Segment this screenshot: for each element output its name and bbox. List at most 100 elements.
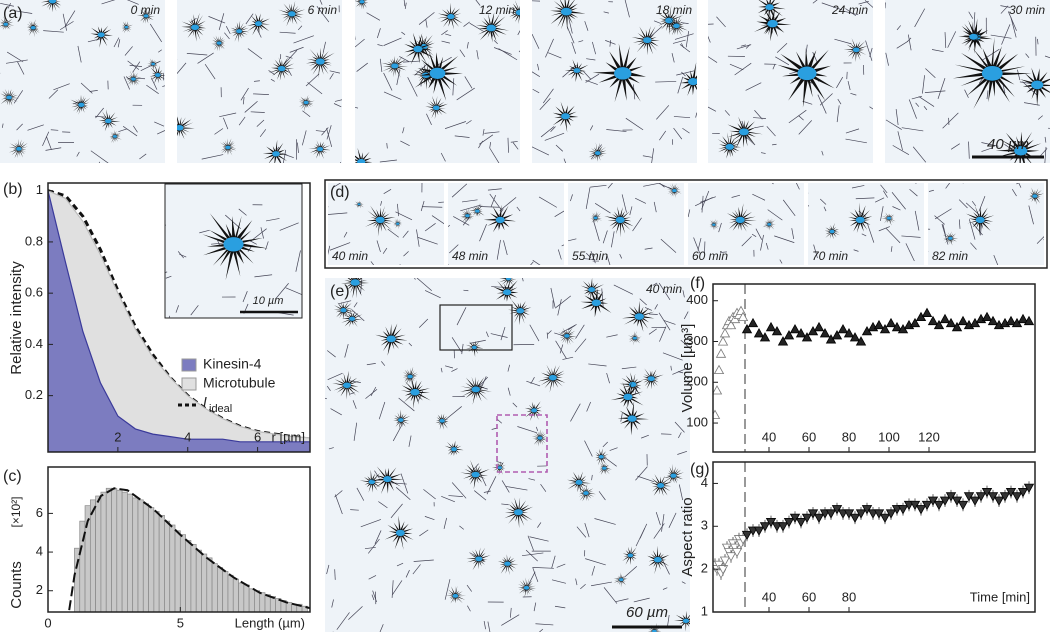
filament	[529, 324, 540, 342]
filament	[1007, 11, 1017, 31]
filament	[355, 106, 359, 109]
filament	[813, 244, 818, 259]
bar	[137, 499, 144, 612]
filament	[535, 623, 554, 626]
filament	[968, 141, 970, 159]
filament	[574, 338, 587, 353]
filament	[585, 558, 606, 566]
filament	[124, 46, 133, 56]
filament	[1028, 205, 1034, 225]
aster-core	[386, 335, 396, 343]
time-label: 6 min	[308, 3, 338, 17]
filament	[551, 579, 567, 584]
filament	[532, 88, 540, 94]
panel-label: (e)	[330, 283, 350, 300]
filament	[944, 32, 947, 48]
filament	[295, 250, 301, 272]
filament	[431, 215, 444, 225]
x-tick-label: 40	[762, 589, 776, 604]
filament	[575, 578, 578, 586]
filament	[330, 408, 342, 416]
plot-area	[713, 284, 1035, 452]
filament	[177, 59, 178, 60]
filament	[14, 10, 33, 14]
filament	[484, 131, 500, 134]
filament	[27, 124, 44, 131]
filament	[376, 240, 381, 253]
filament	[729, 63, 744, 71]
micrograph-bg	[0, 0, 165, 163]
filament	[761, 152, 766, 154]
filament	[444, 406, 462, 421]
filament	[383, 91, 402, 100]
aster-core	[383, 476, 392, 483]
filament	[334, 490, 343, 498]
filament	[981, 147, 993, 152]
filament	[463, 289, 469, 292]
filament	[653, 201, 657, 213]
filament	[674, 421, 685, 433]
filament	[914, 210, 920, 231]
micrograph	[532, 0, 697, 163]
legend-swatch	[181, 358, 197, 372]
x-axis-label: Time [min]	[970, 589, 1030, 604]
filament	[674, 33, 694, 40]
filament	[795, 183, 800, 190]
plot-frame	[47, 466, 311, 613]
filament	[378, 401, 386, 420]
aster-core	[317, 147, 324, 152]
filament	[532, 33, 540, 49]
micrograph-bg	[808, 183, 924, 265]
filament	[545, 38, 554, 58]
filament	[445, 33, 452, 37]
filament	[387, 482, 407, 485]
aster-core	[797, 66, 817, 81]
filament	[126, 0, 139, 5]
filament	[655, 81, 677, 83]
filament	[208, 16, 226, 24]
point	[993, 496, 1005, 506]
time-label: 60 min	[692, 249, 728, 263]
filament	[414, 278, 416, 280]
filament	[609, 447, 618, 451]
filament	[547, 330, 552, 335]
area	[48, 190, 310, 452]
filament	[366, 363, 376, 366]
bar	[285, 601, 292, 612]
filament	[1016, 183, 1020, 185]
filament	[355, 38, 365, 48]
aster-core	[573, 68, 581, 73]
filament	[355, 35, 356, 40]
aster-core	[16, 146, 22, 151]
filament	[374, 470, 380, 479]
filament	[532, 567, 539, 582]
filament	[444, 121, 466, 129]
filament	[928, 189, 934, 192]
y-axis-label: Relative intensity	[8, 261, 25, 375]
filament	[745, 44, 751, 49]
aster-core	[288, 11, 296, 17]
bar	[206, 557, 213, 612]
filament	[516, 206, 521, 212]
filament	[403, 0, 406, 7]
aster-core	[357, 158, 366, 163]
filament	[1044, 55, 1050, 59]
filament	[453, 216, 470, 226]
aster-core	[643, 37, 652, 44]
filament	[734, 62, 752, 76]
plot-bg	[713, 462, 1035, 612]
aster	[355, 147, 373, 163]
filament	[529, 536, 549, 542]
aster-core	[303, 100, 309, 105]
filament	[463, 21, 470, 27]
bar	[127, 493, 134, 612]
filament	[475, 0, 481, 6]
aster-core	[548, 374, 557, 381]
filament	[461, 343, 464, 355]
filament	[993, 254, 999, 265]
filament	[772, 143, 777, 146]
filament	[918, 96, 935, 107]
filament	[544, 132, 565, 141]
filament	[845, 138, 867, 144]
filament	[334, 99, 342, 102]
